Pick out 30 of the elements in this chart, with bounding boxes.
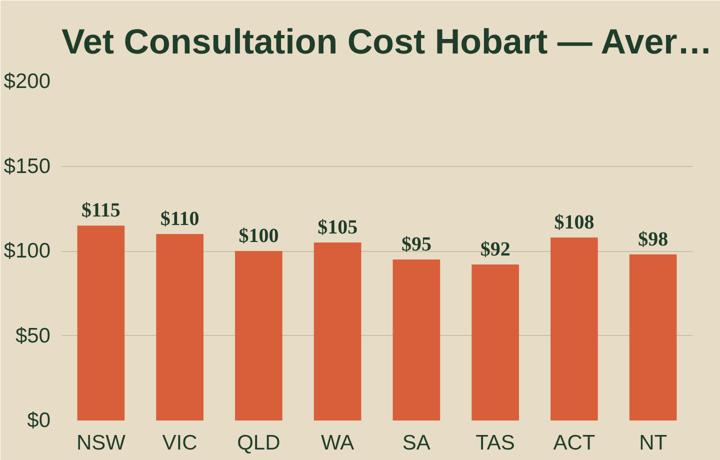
bar (392, 259, 440, 420)
data-label: $92 (480, 238, 510, 261)
y-tick-label: $0 (27, 409, 50, 432)
x-tick-label: SA (402, 432, 430, 454)
x-tick-label: WA (321, 432, 354, 454)
x-tick-label: TAS (476, 432, 515, 454)
data-label: $108 (554, 211, 594, 234)
bar (472, 264, 519, 420)
x-tick-label: NT (639, 432, 668, 454)
bar (156, 234, 204, 420)
data-label: $105 (318, 216, 358, 239)
bar (629, 254, 677, 420)
data-label: $100 (238, 225, 279, 247)
bar (235, 251, 282, 420)
y-tick-label: $50 (15, 324, 51, 348)
y-tick-label: $200 (4, 70, 50, 93)
bar (550, 237, 598, 420)
chart-title: Vet Consultation Cost Hobart — Aver… (62, 22, 712, 62)
data-label: $110 (160, 208, 200, 230)
y-tick-label: $100 (4, 240, 50, 262)
bar (314, 242, 362, 420)
x-tick-label: ACT (553, 432, 596, 454)
data-label: $98 (638, 228, 668, 250)
x-tick-label: QLD (237, 432, 280, 454)
y-tick-label: $150 (4, 154, 50, 178)
x-tick-label: VIC (162, 432, 198, 454)
x-tick-label: NSW (76, 432, 126, 454)
data-label: $95 (401, 233, 432, 256)
data-label: $115 (81, 200, 120, 222)
bar (77, 226, 125, 420)
